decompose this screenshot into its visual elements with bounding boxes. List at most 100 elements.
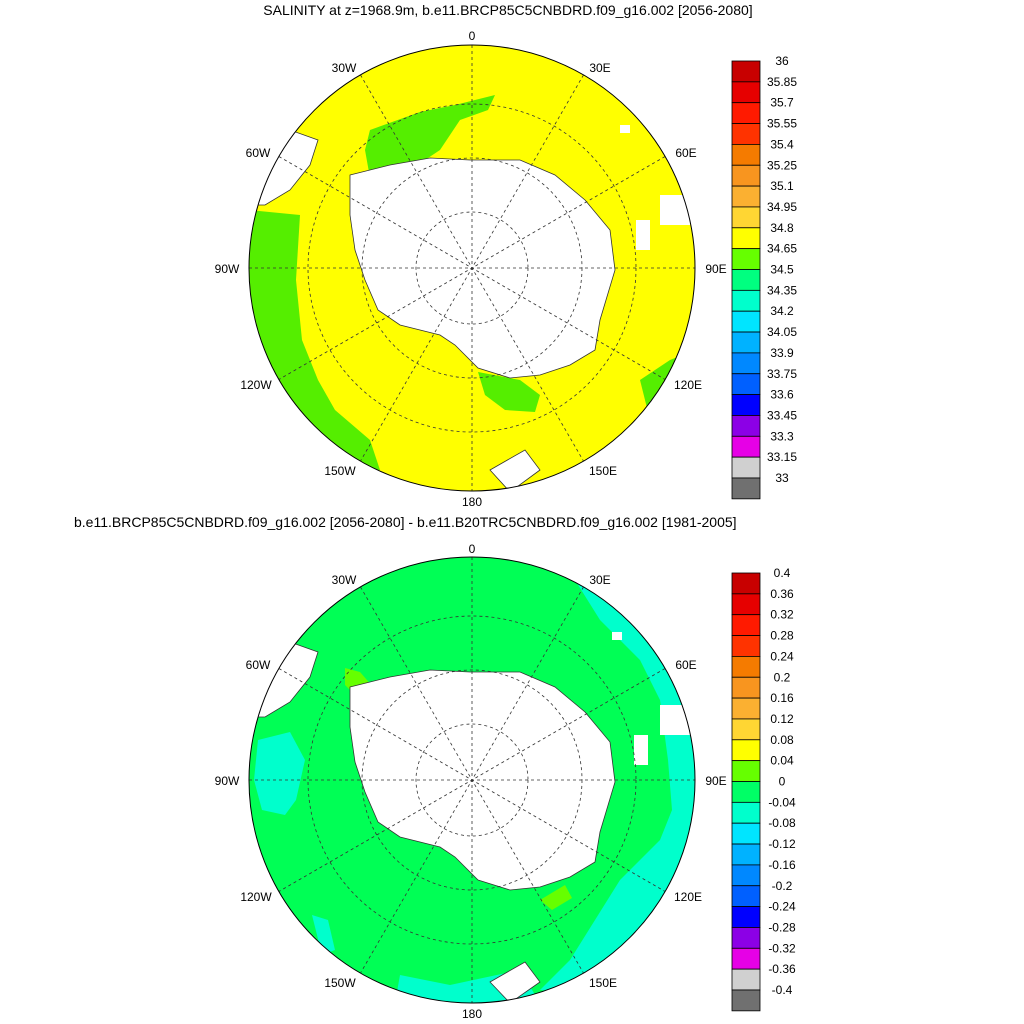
bottom-lon-label-60w: 60W: [246, 658, 271, 672]
top-map-island-2: [636, 220, 650, 250]
top-colorbar: 36 35.85 35.7 35.55 35.4 35.25 35.1 34.95 34.8 34…: [731, 54, 797, 500]
bottom-colorbar-swatch-13: [731, 843, 761, 866]
top-polar-map: 0 30E 60E 90E 120E 150E 180 150W 120W 90…: [215, 29, 727, 509]
bottom-colorbar-swatch-11: [731, 801, 761, 824]
top-colorbar-swatch-8: [731, 227, 761, 250]
top-lon-label-120e: 120E: [674, 378, 702, 392]
bottom-colorbar-tick-label-3: 0.28: [770, 629, 794, 643]
top-colorbar-tick-label-14: 33.9: [770, 346, 794, 360]
bottom-map-cyan-region-sw: [312, 915, 335, 955]
top-lon-label-0: 0: [469, 29, 476, 43]
bottom-lon-label-60e: 60E: [675, 658, 696, 672]
top-map-island-1: [620, 125, 630, 133]
top-colorbar-tick-label-8: 34.8: [770, 221, 794, 235]
top-colorbar-swatch-7: [731, 206, 761, 229]
top-colorbar-tick-label-9: 34.65: [767, 242, 797, 256]
bottom-colorbar-tick-label-11: -0.04: [768, 795, 796, 809]
bottom-colorbar-tick-label-1: 0.36: [770, 587, 794, 601]
bottom-colorbar-tick-label-7: 0.12: [770, 712, 794, 726]
bottom-lon-label-90e: 90E: [705, 774, 726, 788]
bottom-colorbar-swatch-10: [731, 781, 761, 803]
bottom-colorbar-tick-label-0: 0.4: [774, 566, 791, 580]
top-lon-label-60w: 60W: [246, 146, 271, 160]
top-colorbar-swatch-16: [731, 394, 761, 416]
bottom-polar-map: 0 30E 60E 90E 120E 150E 180 150W 120W 90…: [215, 542, 727, 1021]
top-colorbar-swatch-0: [731, 60, 761, 83]
top-lon-label-30w: 30W: [332, 61, 357, 75]
bottom-colorbar-tick-label-15: -0.2: [772, 879, 793, 893]
bottom-lon-label-30e: 30E: [589, 573, 610, 587]
bottom-colorbar-tick-label-2: 0.32: [770, 608, 794, 622]
bottom-colorbar-tick-label-19: -0.36: [768, 962, 796, 976]
bottom-colorbar-swatch-14: [731, 864, 761, 887]
top-colorbar-swatch-14: [731, 352, 761, 375]
bottom-colorbar-swatch-15: [731, 885, 761, 908]
top-map-new-zealand: [489, 449, 541, 491]
top-colorbar-tick-label-4: 35.4: [770, 137, 794, 151]
top-lon-label-60e: 60E: [675, 146, 696, 160]
bottom-colorbar-tick-label-12: -0.08: [768, 816, 796, 830]
bottom-colorbar-tick-label-14: -0.16: [768, 858, 796, 872]
bottom-colorbar-swatch-6: [731, 697, 761, 720]
bottom-colorbar-swatch-9: [731, 760, 761, 782]
bottom-map-island-1: [612, 632, 622, 640]
top-colorbar-tick-label-10: 34.5: [770, 263, 794, 277]
bottom-colorbar-swatch-5: [731, 676, 761, 699]
bottom-map-cyan-region-west: [254, 732, 305, 815]
bottom-colorbar-tick-label-16: -0.24: [768, 900, 796, 914]
top-lon-label-30e: 30E: [589, 61, 610, 75]
top-map-title: SALINITY at z=1968.9m, b.e11.BRCP85C5CNB…: [263, 2, 753, 18]
top-colorbar-tick-label-18: 33.3: [770, 429, 794, 443]
bottom-colorbar-swatch-7: [731, 718, 761, 741]
top-colorbar-swatch-5: [731, 164, 761, 187]
top-colorbar-tick-label-20: 33: [775, 471, 789, 485]
bottom-lon-label-150w: 150W: [324, 976, 356, 990]
bottom-colorbar-tick-label-4: 0.24: [770, 649, 794, 663]
top-colorbar-swatch-20: [731, 477, 761, 500]
bottom-map-island-2: [634, 735, 648, 765]
bottom-colorbar-swatch-4: [731, 656, 761, 678]
bottom-colorbar-swatch-18: [731, 947, 761, 970]
bottom-colorbar-swatch-2: [731, 614, 761, 636]
top-colorbar-tick-label-0: 36: [775, 54, 789, 68]
bottom-colorbar-tick-label-17: -0.28: [768, 920, 796, 934]
top-colorbar-tick-label-5: 35.25: [767, 158, 797, 172]
top-colorbar-swatch-10: [731, 269, 761, 291]
top-colorbar-swatch-19: [731, 456, 761, 479]
bottom-map-new-zealand: [489, 961, 541, 1003]
top-map-border: [248, 44, 696, 492]
top-map-green-region-weddell: [365, 95, 495, 178]
bottom-colorbar-swatch-19: [731, 968, 761, 991]
bottom-colorbar-swatch-0: [731, 572, 761, 595]
top-colorbar-tick-label-1: 35.85: [767, 75, 797, 89]
top-colorbar-tick-label-15: 33.75: [767, 367, 797, 381]
bottom-lon-label-150e: 150E: [589, 976, 617, 990]
bottom-colorbar-swatch-17: [731, 927, 761, 949]
bottom-colorbar-tick-label-20: -0.4: [772, 983, 793, 997]
bottom-lon-label-0: 0: [469, 542, 476, 556]
top-lon-label-120w: 120W: [240, 378, 272, 392]
bottom-colorbar-swatch-20: [731, 989, 761, 1012]
top-colorbar-tick-label-3: 35.55: [767, 117, 797, 131]
top-colorbar-swatch-11: [731, 289, 761, 312]
bottom-lon-label-120w: 120W: [240, 890, 272, 904]
top-colorbar-swatch-17: [731, 415, 761, 437]
bottom-colorbar-swatch-3: [731, 635, 761, 657]
top-lon-label-90w: 90W: [215, 262, 240, 276]
bottom-colorbar-tick-label-5: 0.2: [774, 670, 791, 684]
bottom-colorbar-swatch-8: [731, 739, 761, 762]
top-lon-label-150w: 150W: [324, 464, 356, 478]
top-colorbar-swatch-13: [731, 331, 761, 354]
top-lon-label-90e: 90E: [705, 262, 726, 276]
bottom-lon-label-30w: 30W: [332, 573, 357, 587]
top-colorbar-swatch-18: [731, 435, 761, 458]
bottom-colorbar-tick-label-8: 0.08: [770, 733, 794, 747]
top-colorbar-tick-label-2: 35.7: [770, 96, 794, 110]
bottom-lon-label-120e: 120E: [674, 890, 702, 904]
top-colorbar-tick-label-7: 34.95: [767, 200, 797, 214]
bottom-colorbar-swatch-12: [731, 822, 761, 845]
top-lon-label-180: 180: [462, 495, 482, 509]
top-colorbar-swatch-6: [731, 185, 761, 208]
top-colorbar-swatch-9: [731, 248, 761, 270]
